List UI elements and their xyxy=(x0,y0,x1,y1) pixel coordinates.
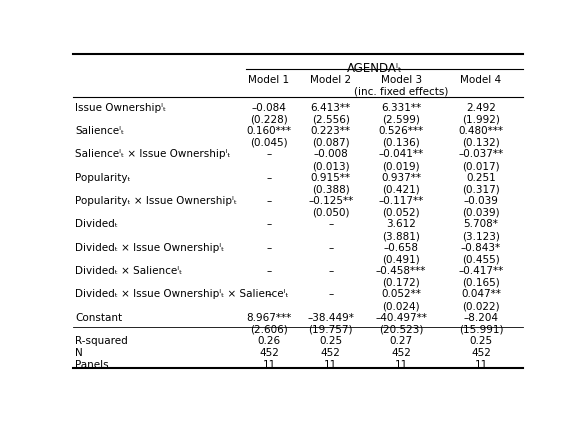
Text: (15.991): (15.991) xyxy=(459,325,503,334)
Text: 0.25: 0.25 xyxy=(470,336,492,346)
Text: (0.172): (0.172) xyxy=(382,278,420,288)
Text: 6.331**: 6.331** xyxy=(381,103,421,113)
Text: N: N xyxy=(75,348,83,358)
Text: Model 3
(inc. fixed effects): Model 3 (inc. fixed effects) xyxy=(354,75,448,96)
Text: –0.008: –0.008 xyxy=(313,149,348,159)
Text: 0.052**: 0.052** xyxy=(381,289,421,299)
Text: (0.228): (0.228) xyxy=(250,114,288,124)
Text: 0.915**: 0.915** xyxy=(311,173,351,183)
Text: (0.317): (0.317) xyxy=(462,184,500,194)
Text: –: – xyxy=(267,243,272,253)
Text: 0.160***: 0.160*** xyxy=(246,126,292,136)
Text: (3.881): (3.881) xyxy=(382,231,420,241)
Text: 0.526***: 0.526*** xyxy=(378,126,424,136)
Text: 0.480***: 0.480*** xyxy=(459,126,503,136)
Text: –0.417**: –0.417** xyxy=(459,266,503,276)
Text: (0.421): (0.421) xyxy=(382,184,420,194)
Text: (1.992): (1.992) xyxy=(462,114,500,124)
Text: (0.087): (0.087) xyxy=(312,138,350,148)
Text: –0.125**: –0.125** xyxy=(308,196,353,206)
Text: (0.019): (0.019) xyxy=(382,161,420,171)
Text: Dividedₜ × Salienceᴵₜ: Dividedₜ × Salienceᴵₜ xyxy=(75,266,182,276)
Text: 0.251: 0.251 xyxy=(466,173,496,183)
Text: (0.013): (0.013) xyxy=(312,161,350,171)
Text: –: – xyxy=(328,219,333,229)
Text: 5.708*: 5.708* xyxy=(463,219,498,229)
Text: (0.388): (0.388) xyxy=(312,184,350,194)
Text: (0.045): (0.045) xyxy=(250,138,288,148)
Text: (3.123): (3.123) xyxy=(462,231,500,241)
Text: Dividedₜ: Dividedₜ xyxy=(75,219,118,229)
Text: –: – xyxy=(267,219,272,229)
Text: (20.523): (20.523) xyxy=(379,325,423,334)
Text: –0.458***: –0.458*** xyxy=(376,266,426,276)
Text: –0.658: –0.658 xyxy=(384,243,418,253)
Text: (0.165): (0.165) xyxy=(462,278,500,288)
Text: AGENDAᴵₜ: AGENDAᴵₜ xyxy=(347,62,403,75)
Text: (0.022): (0.022) xyxy=(462,301,500,311)
Text: Model 2: Model 2 xyxy=(310,75,352,85)
Text: Dividedₜ × Issue Ownershipᴵₜ × Salienceᴵₜ: Dividedₜ × Issue Ownershipᴵₜ × Salienceᴵ… xyxy=(75,289,289,299)
Text: –0.843*: –0.843* xyxy=(461,243,501,253)
Text: 11: 11 xyxy=(324,359,338,369)
Text: 0.26: 0.26 xyxy=(257,336,281,346)
Text: 0.27: 0.27 xyxy=(389,336,413,346)
Text: (0.050): (0.050) xyxy=(312,208,350,218)
Text: –0.039: –0.039 xyxy=(463,196,498,206)
Text: Salienceᴵₜ × Issue Ownershipᴵₜ: Salienceᴵₜ × Issue Ownershipᴵₜ xyxy=(75,149,230,159)
Text: Model 4: Model 4 xyxy=(460,75,502,85)
Text: –0.117**: –0.117** xyxy=(378,196,424,206)
Text: –: – xyxy=(267,289,272,299)
Text: (19.757): (19.757) xyxy=(308,325,353,334)
Text: 452: 452 xyxy=(259,348,279,358)
Text: 452: 452 xyxy=(471,348,491,358)
Text: 3.612: 3.612 xyxy=(386,219,416,229)
Text: –0.041**: –0.041** xyxy=(378,149,424,159)
Text: (0.039): (0.039) xyxy=(462,208,500,218)
Text: (2.606): (2.606) xyxy=(250,325,288,334)
Text: 0.937**: 0.937** xyxy=(381,173,421,183)
Text: Popularityₜ × Issue Ownershipᴵₜ: Popularityₜ × Issue Ownershipᴵₜ xyxy=(75,196,237,206)
Text: Popularityₜ: Popularityₜ xyxy=(75,173,130,183)
Text: (0.052): (0.052) xyxy=(382,208,420,218)
Text: –: – xyxy=(267,173,272,183)
Text: –8.204: –8.204 xyxy=(463,313,498,323)
Text: –40.497**: –40.497** xyxy=(375,313,427,323)
Text: Issue Ownershipᴵₜ: Issue Ownershipᴵₜ xyxy=(75,103,166,113)
Text: (2.556): (2.556) xyxy=(312,114,350,124)
Text: (0.455): (0.455) xyxy=(462,254,500,264)
Text: –0.084: –0.084 xyxy=(251,103,286,113)
Text: 452: 452 xyxy=(391,348,411,358)
Text: (0.136): (0.136) xyxy=(382,138,420,148)
Text: –: – xyxy=(328,266,333,276)
Text: (0.024): (0.024) xyxy=(382,301,420,311)
Text: –: – xyxy=(328,289,333,299)
Text: –0.037**: –0.037** xyxy=(459,149,503,159)
Text: 452: 452 xyxy=(321,348,340,358)
Text: –: – xyxy=(267,149,272,159)
Text: 11: 11 xyxy=(262,359,276,369)
Text: 11: 11 xyxy=(474,359,488,369)
Text: –: – xyxy=(328,243,333,253)
Text: (2.599): (2.599) xyxy=(382,114,420,124)
Text: (0.132): (0.132) xyxy=(462,138,500,148)
Text: 0.25: 0.25 xyxy=(319,336,342,346)
Text: 8.967***: 8.967*** xyxy=(246,313,292,323)
Text: –: – xyxy=(267,196,272,206)
Text: R-squared: R-squared xyxy=(75,336,128,346)
Text: 0.047**: 0.047** xyxy=(461,289,501,299)
Text: Model 1: Model 1 xyxy=(249,75,289,85)
Text: –38.449*: –38.449* xyxy=(307,313,354,323)
Text: Salienceᴵₜ: Salienceᴵₜ xyxy=(75,126,124,136)
Text: 6.413**: 6.413** xyxy=(311,103,351,113)
Text: Dividedₜ × Issue Ownershipᴵₜ: Dividedₜ × Issue Ownershipᴵₜ xyxy=(75,243,224,253)
Text: 2.492: 2.492 xyxy=(466,103,496,113)
Text: Panels: Panels xyxy=(75,359,109,369)
Text: 0.223**: 0.223** xyxy=(311,126,351,136)
Text: Constant: Constant xyxy=(75,313,122,323)
Text: –: – xyxy=(267,266,272,276)
Text: (0.017): (0.017) xyxy=(462,161,500,171)
Text: 11: 11 xyxy=(395,359,408,369)
Text: (0.491): (0.491) xyxy=(382,254,420,264)
